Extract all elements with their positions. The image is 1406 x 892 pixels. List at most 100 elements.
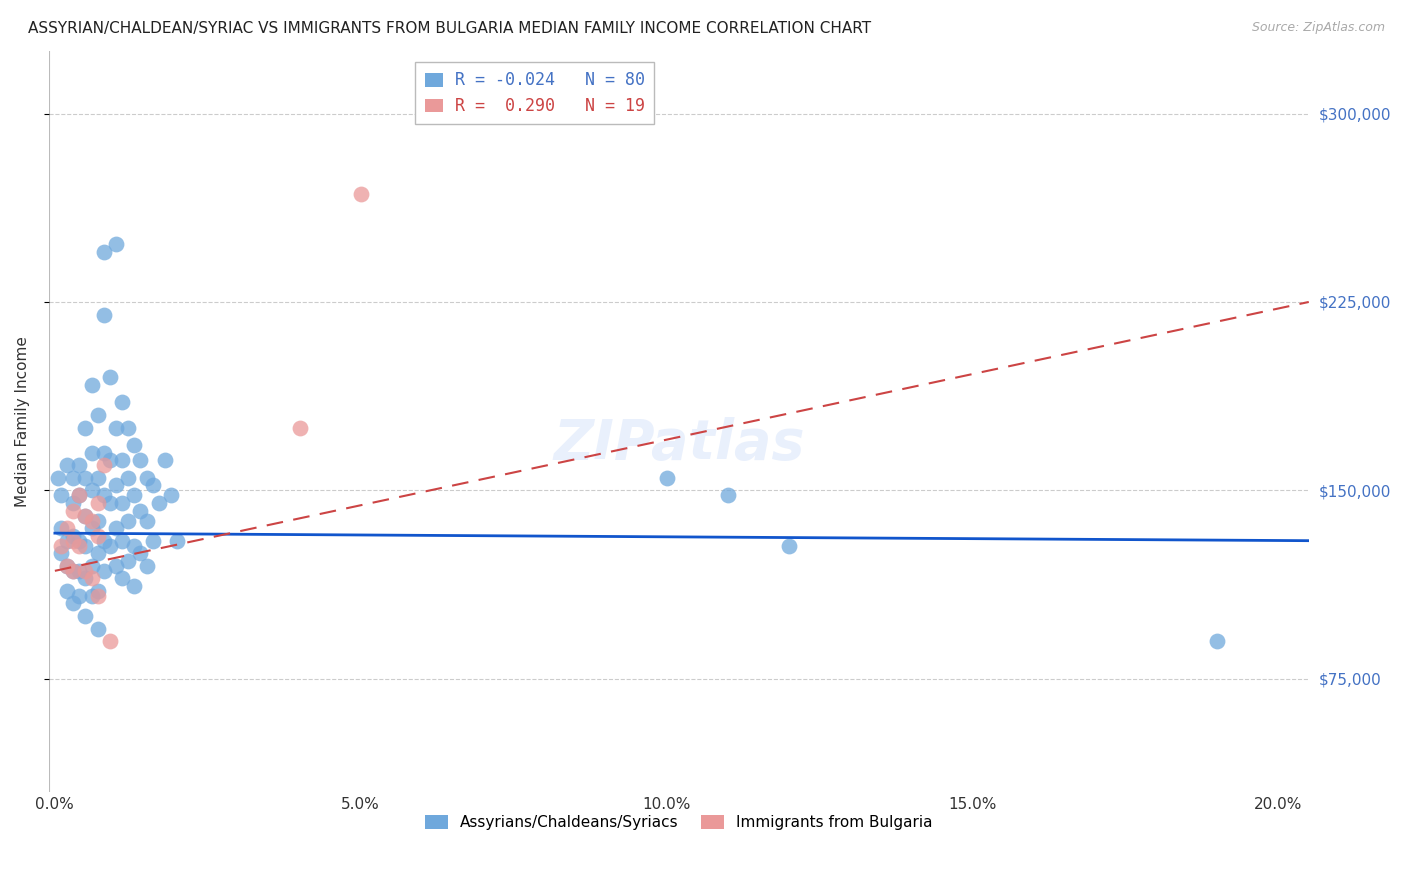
Point bbox=[288, 420, 311, 434]
Point bbox=[117, 420, 139, 434]
Point bbox=[124, 488, 146, 502]
Point bbox=[111, 453, 134, 467]
Point bbox=[86, 589, 108, 603]
Point bbox=[80, 514, 103, 528]
Point bbox=[111, 395, 134, 409]
Point bbox=[129, 546, 152, 560]
Point bbox=[350, 186, 373, 201]
Point bbox=[56, 458, 79, 473]
Point bbox=[142, 533, 165, 548]
Text: ZIPatlas: ZIPatlas bbox=[553, 417, 804, 471]
Point bbox=[67, 589, 90, 603]
Point bbox=[67, 488, 90, 502]
Point bbox=[75, 571, 97, 585]
Point bbox=[62, 496, 84, 510]
Point bbox=[105, 521, 128, 535]
Point bbox=[75, 508, 97, 523]
Point bbox=[49, 539, 72, 553]
Point bbox=[86, 471, 108, 485]
Point bbox=[717, 488, 740, 502]
Point bbox=[56, 533, 79, 548]
Point bbox=[80, 571, 103, 585]
Point bbox=[124, 579, 146, 593]
Point bbox=[166, 533, 188, 548]
Legend: Assyrians/Chaldeans/Syriacs, Immigrants from Bulgaria: Assyrians/Chaldeans/Syriacs, Immigrants … bbox=[419, 809, 939, 836]
Text: ASSYRIAN/CHALDEAN/SYRIAC VS IMMIGRANTS FROM BULGARIA MEDIAN FAMILY INCOME CORREL: ASSYRIAN/CHALDEAN/SYRIAC VS IMMIGRANTS F… bbox=[28, 21, 872, 36]
Point bbox=[778, 539, 800, 553]
Point bbox=[67, 488, 90, 502]
Point bbox=[93, 488, 115, 502]
Point bbox=[62, 529, 84, 543]
Point bbox=[67, 533, 90, 548]
Point bbox=[129, 453, 152, 467]
Point bbox=[124, 438, 146, 452]
Point bbox=[86, 546, 108, 560]
Point bbox=[86, 529, 108, 543]
Point bbox=[98, 539, 121, 553]
Point bbox=[86, 622, 108, 636]
Point bbox=[56, 558, 79, 573]
Point bbox=[93, 564, 115, 578]
Point bbox=[135, 514, 157, 528]
Point bbox=[80, 446, 103, 460]
Point bbox=[86, 496, 108, 510]
Point bbox=[117, 471, 139, 485]
Point bbox=[62, 533, 84, 548]
Point bbox=[56, 583, 79, 598]
Point bbox=[49, 488, 72, 502]
Point bbox=[111, 571, 134, 585]
Point bbox=[98, 453, 121, 467]
Point bbox=[56, 521, 79, 535]
Point bbox=[80, 558, 103, 573]
Point bbox=[105, 558, 128, 573]
Point bbox=[62, 471, 84, 485]
Point bbox=[98, 496, 121, 510]
Point bbox=[75, 508, 97, 523]
Point bbox=[75, 609, 97, 624]
Point bbox=[93, 446, 115, 460]
Point bbox=[49, 546, 72, 560]
Point bbox=[62, 503, 84, 517]
Point bbox=[75, 420, 97, 434]
Point bbox=[80, 589, 103, 603]
Point bbox=[93, 308, 115, 322]
Point bbox=[160, 488, 183, 502]
Point bbox=[67, 539, 90, 553]
Point bbox=[62, 564, 84, 578]
Point bbox=[62, 564, 84, 578]
Point bbox=[80, 377, 103, 392]
Point bbox=[86, 514, 108, 528]
Point bbox=[105, 237, 128, 252]
Point bbox=[49, 521, 72, 535]
Point bbox=[105, 420, 128, 434]
Point bbox=[135, 558, 157, 573]
Point bbox=[111, 496, 134, 510]
Point bbox=[75, 564, 97, 578]
Point bbox=[75, 471, 97, 485]
Point bbox=[655, 471, 678, 485]
Point bbox=[56, 558, 79, 573]
Point bbox=[148, 496, 170, 510]
Point bbox=[135, 471, 157, 485]
Point bbox=[105, 478, 128, 492]
Point bbox=[124, 539, 146, 553]
Point bbox=[1206, 634, 1229, 648]
Point bbox=[117, 514, 139, 528]
Point bbox=[98, 634, 121, 648]
Point bbox=[46, 471, 69, 485]
Point bbox=[93, 458, 115, 473]
Point bbox=[80, 521, 103, 535]
Point bbox=[67, 564, 90, 578]
Point bbox=[75, 539, 97, 553]
Point bbox=[86, 583, 108, 598]
Point bbox=[129, 503, 152, 517]
Y-axis label: Median Family Income: Median Family Income bbox=[15, 336, 30, 507]
Point bbox=[67, 458, 90, 473]
Point bbox=[117, 554, 139, 568]
Point bbox=[93, 244, 115, 259]
Point bbox=[142, 478, 165, 492]
Point bbox=[93, 533, 115, 548]
Point bbox=[98, 370, 121, 384]
Point bbox=[62, 597, 84, 611]
Text: Source: ZipAtlas.com: Source: ZipAtlas.com bbox=[1251, 21, 1385, 34]
